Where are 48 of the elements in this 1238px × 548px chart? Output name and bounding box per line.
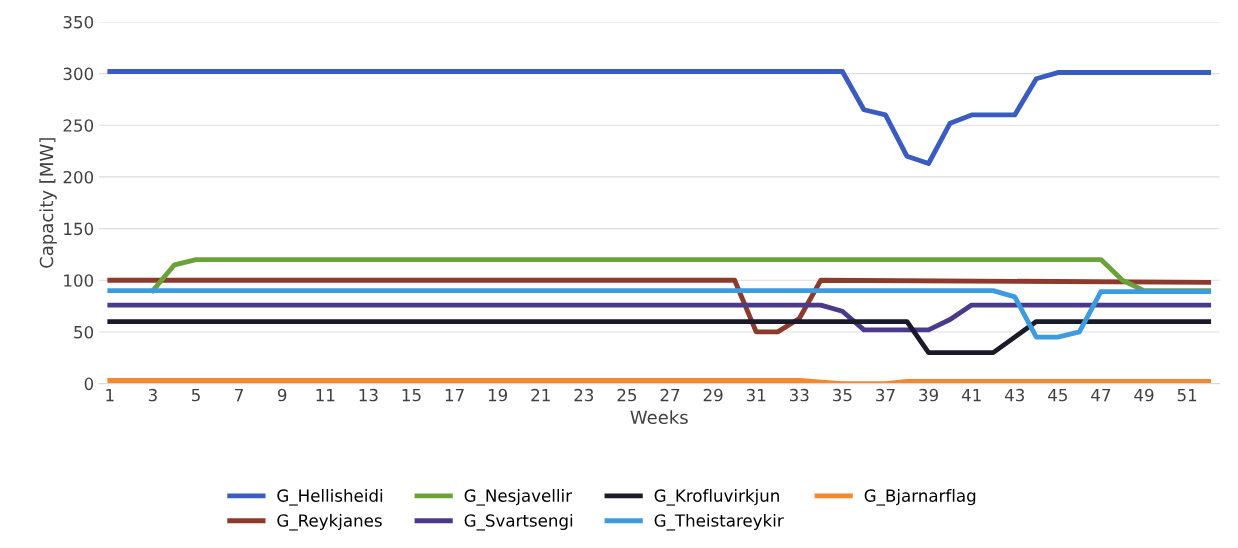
y-tick-label: 250 [63, 119, 94, 132]
x-tick-label: 47 [1091, 388, 1111, 402]
x-tick-label: 49 [1134, 388, 1154, 402]
x-tick-label: 1 [106, 388, 114, 402]
legend-label: G_Svartsengi [464, 513, 573, 531]
x-axis-title: Weeks [630, 410, 688, 425]
x-tick-label: 13 [359, 388, 378, 402]
x-tick-label: 31 [746, 388, 766, 402]
x-tick-label: 17 [445, 388, 464, 402]
x-tick-label: 43 [1004, 388, 1025, 402]
y-tick-label: 50 [74, 325, 94, 339]
x-tick-label: 25 [617, 388, 637, 402]
x-tick-label: 51 [1177, 388, 1197, 402]
x-tick-label: 3 [148, 388, 157, 402]
x-tick-label: 35 [833, 388, 852, 402]
x-tick-label: 15 [402, 388, 421, 402]
line-series [107, 277, 1212, 335]
x-tick-label: 29 [703, 388, 723, 402]
y-tick-label: 100 [64, 274, 94, 287]
y-tick-label: 0 [84, 377, 94, 391]
y-tick-label: 150 [64, 222, 94, 236]
x-tick-label: 27 [660, 388, 680, 402]
x-tick-label: 7 [235, 388, 243, 402]
legend-label: G_Bjarnarflag [864, 489, 976, 506]
x-tick-label: 33 [789, 388, 809, 402]
legend-label: G_Theistareykir [654, 513, 784, 531]
line-series [107, 302, 1212, 333]
x-tick-label: 23 [574, 388, 594, 402]
x-tick-label: 45 [1048, 388, 1067, 402]
x-tick-label: 37 [876, 388, 895, 402]
x-tick-label: 19 [488, 388, 508, 402]
x-tick-label: 39 [919, 388, 938, 402]
legend-label: G_Krofluvirkjun [654, 489, 779, 506]
y-tick-label: 350 [63, 15, 94, 29]
x-tick-label: 21 [531, 388, 550, 402]
line-series [150, 257, 1212, 294]
y-axis-title: Capacity [MW] [39, 138, 57, 268]
legend-label: G_Reykjanes [277, 513, 382, 531]
legend-label: G_Nesjavellir [464, 489, 573, 506]
x-tick-label: 5 [191, 388, 200, 402]
y-tick-label: 200 [63, 170, 94, 184]
line-series [107, 69, 1212, 166]
x-tick-label: 41 [961, 388, 981, 402]
line-series [107, 288, 1212, 340]
x-tick-label: 9 [277, 388, 287, 402]
legend-label: G_Hellisheidi [277, 489, 383, 506]
y-tick-label: 300 [63, 67, 94, 81]
x-tick-label: 11 [316, 388, 335, 402]
